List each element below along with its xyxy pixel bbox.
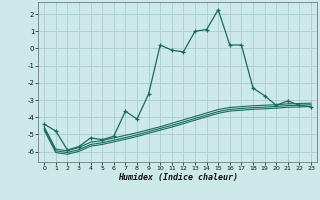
X-axis label: Humidex (Indice chaleur): Humidex (Indice chaleur) bbox=[118, 173, 238, 182]
